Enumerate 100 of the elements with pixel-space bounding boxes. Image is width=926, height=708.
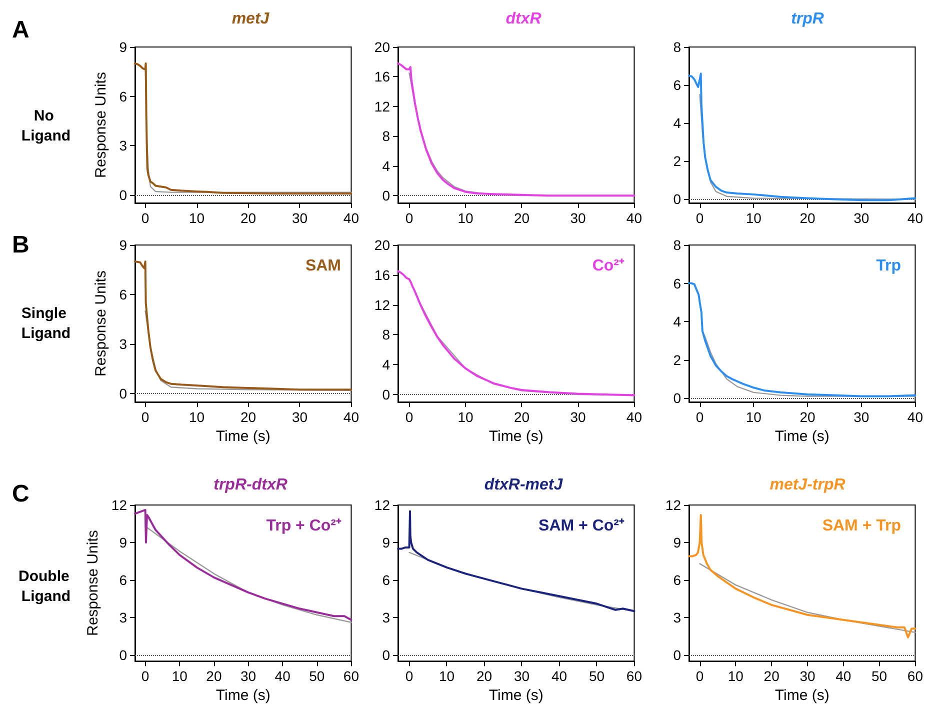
y-tick-label: 20 — [374, 39, 390, 55]
y-tick-label: 3 — [673, 609, 682, 626]
y-tick-label: 0 — [673, 646, 682, 663]
x-axis-title: Time (s) — [216, 428, 270, 445]
x-tick-label: 0 — [141, 668, 150, 684]
x-tick-label: 10 — [188, 210, 205, 226]
line-series — [688, 282, 916, 398]
text: No Ligand — [21, 108, 71, 144]
text: Trp — [876, 258, 902, 274]
y-tick-label: 3 — [382, 609, 390, 626]
y-tick-label: 12 — [374, 497, 390, 513]
x-tick-label: 40 — [343, 210, 360, 226]
y-tick-label: 8 — [382, 326, 390, 343]
x-tick-label: 20 — [800, 409, 816, 425]
y-tick-label: 3 — [119, 609, 128, 626]
chart-title: dtxR-metJ — [484, 476, 564, 494]
text: SAM — [305, 258, 342, 274]
y-tick-label: 2 — [673, 352, 682, 368]
line-series — [134, 508, 352, 621]
y-tick-label: 9 — [119, 237, 128, 253]
y-tick-label: 0 — [119, 186, 128, 203]
y-tick-label: 0 — [673, 390, 682, 406]
text: A — [12, 16, 30, 44]
y-tick-label: 4 — [382, 158, 390, 174]
y-tick-label: 3 — [119, 336, 128, 352]
y-tick-label: 8 — [673, 237, 682, 253]
x-tick-label: 50 — [309, 668, 325, 684]
x-tick-label: 30 — [292, 210, 308, 226]
y-tick-label: 6 — [382, 572, 390, 588]
y-tick-label: 4 — [673, 314, 682, 330]
y-tick-label: 0 — [382, 386, 390, 403]
line-series — [688, 72, 916, 202]
line-series — [397, 510, 636, 612]
y-tick-label: 2 — [673, 153, 682, 170]
x-tick-label: 20 — [514, 409, 530, 425]
x-tick-label: 20 — [240, 409, 256, 425]
y-tick-label: 9 — [673, 534, 682, 550]
text: C — [12, 480, 30, 508]
x-tick-label: 40 — [551, 668, 568, 684]
text: Double Ligand — [18, 568, 74, 605]
x-tick-label: 30 — [570, 210, 586, 226]
x-axis-title: Time (s) — [488, 687, 544, 704]
x-tick-label: 30 — [854, 210, 870, 226]
y-tick-label: 0 — [119, 386, 128, 402]
x-tick-label: 10 — [458, 210, 474, 226]
y-tick-label: 12 — [111, 497, 128, 513]
x-tick-label: 10 — [188, 409, 205, 425]
x-tick-label: 10 — [746, 409, 762, 425]
x-tick-label: 20 — [514, 210, 530, 226]
chart-title: metJ — [232, 10, 270, 28]
y-tick-label: 6 — [673, 572, 682, 588]
y-tick-label: 4 — [382, 356, 390, 373]
x-tick-label: 20 — [800, 210, 816, 226]
x-axis-title: Time (s) — [774, 687, 830, 704]
y-tick-label: 8 — [673, 39, 682, 55]
line-series — [134, 260, 352, 391]
y-tick-label: 6 — [673, 275, 682, 292]
x-tick-label: 0 — [405, 409, 414, 425]
y-axis-title: Response Units — [92, 270, 110, 376]
text: Trp + Co²⁺ — [266, 518, 342, 534]
x-tick-label: 40 — [626, 210, 642, 226]
y-tick-label: 4 — [673, 115, 682, 132]
x-tick-label: 10 — [728, 668, 744, 684]
y-tick-label: 6 — [119, 286, 128, 303]
x-tick-label: 60 — [907, 668, 924, 684]
x-tick-label: 50 — [872, 668, 888, 684]
chart-title: metJ-trpR — [770, 476, 846, 494]
x-tick-label: 10 — [746, 210, 762, 226]
text: SAM + Co²⁺ — [538, 518, 625, 534]
x-tick-label: 20 — [206, 668, 222, 684]
y-tick-label: 12 — [374, 98, 390, 114]
x-tick-label: 0 — [405, 210, 414, 226]
x-tick-label: 10 — [458, 409, 474, 425]
x-tick-label: 0 — [696, 668, 704, 684]
y-axis-title: Response Units — [92, 72, 110, 178]
y-tick-label: 6 — [119, 88, 128, 104]
y-tick-label: 6 — [673, 77, 682, 94]
text: Single Ligand — [21, 305, 71, 342]
y-tick-label: 6 — [119, 572, 128, 588]
y-tick-label: 9 — [382, 534, 390, 550]
x-tick-label: 30 — [800, 668, 816, 684]
x-tick-label: 50 — [588, 668, 605, 684]
x-axis-title: Time (s) — [216, 687, 270, 704]
x-tick-label: 40 — [907, 409, 924, 425]
chart-title: trpR — [791, 10, 824, 28]
x-tick-label: 40 — [907, 210, 924, 226]
x-tick-label: 40 — [836, 668, 852, 684]
x-tick-label: 30 — [240, 668, 256, 684]
x-tick-label: 0 — [696, 210, 704, 226]
text: SAM + Trp — [822, 518, 902, 534]
text: Co²⁺ — [592, 258, 625, 274]
y-tick-label: 9 — [119, 39, 128, 55]
y-tick-label: 20 — [374, 237, 390, 253]
line-series — [688, 514, 916, 638]
x-tick-label: 0 — [405, 668, 414, 684]
x-tick-label: 0 — [141, 409, 150, 425]
x-tick-label: 60 — [343, 668, 360, 684]
x-tick-label: 30 — [292, 409, 308, 425]
x-tick-label: 40 — [274, 668, 291, 684]
x-tick-label: 40 — [626, 409, 642, 425]
